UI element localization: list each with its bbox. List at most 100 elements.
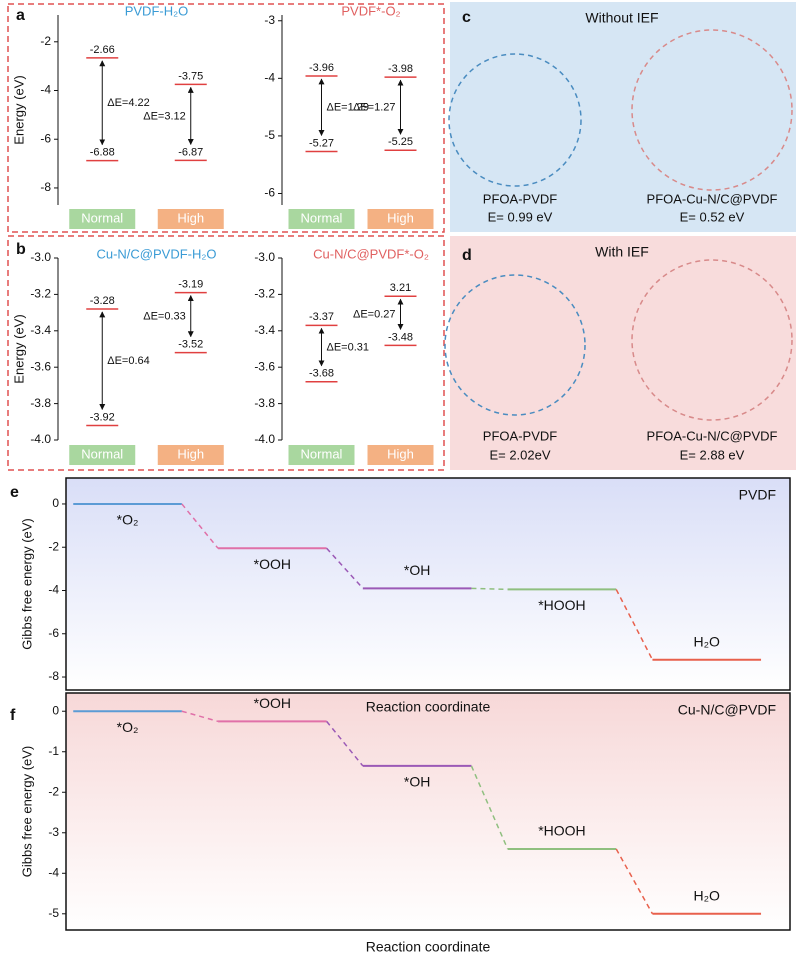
level-label: -3.48 <box>388 331 413 343</box>
category-label: High <box>177 446 204 461</box>
y-tick-label: -2 <box>48 539 59 553</box>
category-box <box>367 445 434 465</box>
category-box <box>367 209 434 229</box>
gap-label: ΔE=4.22 <box>107 97 150 109</box>
step-connector <box>615 848 654 915</box>
y-tick-label: -3.0 <box>254 250 275 264</box>
chart-title: Cu-N/C@PVDF-H₂O <box>96 246 216 261</box>
y-axis-label: Energy (eV) <box>11 314 26 383</box>
panel-letter: d <box>462 247 472 264</box>
panel-letter: b <box>16 241 26 258</box>
panel-bg <box>450 2 796 232</box>
x-axis-label: Reaction coordinate <box>366 699 491 715</box>
structure-energy: E= 0.99 eV <box>488 209 553 224</box>
level-label: -6.88 <box>90 147 115 159</box>
level-label: -5.25 <box>388 136 413 148</box>
level-label: -3.96 <box>309 62 334 74</box>
panel-letter: f <box>10 707 16 724</box>
level-label: -3.28 <box>90 295 115 307</box>
panel-title: With IEF <box>595 244 649 260</box>
category-label: Normal <box>81 210 123 225</box>
structure-name: PFOA-Cu-N/C@PVDF <box>647 191 778 206</box>
y-tick-label: -4 <box>264 71 275 85</box>
x-axis-label: Reaction coordinate <box>366 939 491 955</box>
y-tick-label: 0 <box>52 703 59 717</box>
y-tick-label: -4 <box>48 865 59 879</box>
panel-letter: a <box>16 7 25 24</box>
structure-circle <box>631 29 793 191</box>
gap-label: ΔE=1.27 <box>353 102 396 114</box>
y-tick-label: -5 <box>48 906 59 920</box>
level-label: -3.37 <box>309 311 334 323</box>
y-tick-label: -5 <box>264 128 275 142</box>
step-label: *OH <box>404 562 430 578</box>
step-label: H₂O <box>694 633 721 649</box>
category-label: High <box>387 446 414 461</box>
category-box <box>157 445 224 465</box>
y-tick-label: -2 <box>48 784 59 798</box>
structure-energy: E= 0.52 eV <box>680 209 745 224</box>
panel-box <box>7 3 445 233</box>
step-label: *O₂ <box>117 719 139 735</box>
y-tick-label: -3.6 <box>254 359 275 373</box>
step-label: *OH <box>404 774 430 790</box>
category-label: Normal <box>301 210 343 225</box>
y-tick-label: -3.6 <box>30 359 51 373</box>
step-connector <box>181 710 219 723</box>
panel-bg <box>450 236 796 470</box>
y-axis-label: Gibbs free energy (eV) <box>19 746 34 878</box>
y-tick-label: -8 <box>48 669 59 683</box>
y-axis-label: Gibbs free energy (eV) <box>19 518 34 650</box>
structure-name: PFOA-PVDF <box>483 428 557 443</box>
corner-label: Cu-N/C@PVDF <box>678 702 776 718</box>
step-label: *OOH <box>254 556 291 572</box>
level-label: -3.98 <box>388 63 413 75</box>
structure-circle <box>444 274 586 416</box>
category-box <box>288 445 355 465</box>
category-box <box>69 209 136 229</box>
y-tick-label: -3.2 <box>254 287 275 301</box>
level-label: -3.68 <box>309 368 334 380</box>
step-connector <box>470 765 509 850</box>
y-tick-label: -3.4 <box>254 323 275 337</box>
gap-label: ΔE=0.33 <box>143 311 186 323</box>
level-label: -2.66 <box>90 44 115 56</box>
level-label: -3.52 <box>178 339 203 351</box>
chart-title: Cu-N/C@PVDF*-O₂ <box>313 246 429 261</box>
gap-label: ΔE=0.27 <box>353 309 396 321</box>
structure-energy: E= 2.02eV <box>489 447 550 462</box>
step-label: *OOH <box>254 695 291 711</box>
structure-circle <box>448 53 582 187</box>
chart-title: PVDF*-O₂ <box>341 3 400 18</box>
step-connector <box>471 587 508 591</box>
gap-label: ΔE=0.64 <box>107 355 150 367</box>
y-tick-label: 0 <box>52 496 59 510</box>
structure-name: PFOA-Cu-N/C@PVDF <box>647 428 778 443</box>
y-tick-label: -3 <box>264 13 275 27</box>
panel-bg <box>66 478 790 690</box>
y-tick-label: -3.8 <box>30 396 51 410</box>
gap-label: ΔE=1.29 <box>327 102 370 114</box>
y-tick-label: -3 <box>48 825 59 839</box>
step-label: H₂O <box>694 887 721 903</box>
category-label: Normal <box>301 446 343 461</box>
y-tick-label: -6 <box>264 186 275 200</box>
panel-title: Without IEF <box>585 10 658 26</box>
panel-letter: c <box>462 9 471 26</box>
category-label: High <box>387 210 414 225</box>
structure-circle <box>631 259 793 421</box>
panel-letter: e <box>10 484 19 501</box>
panel-box <box>7 235 445 471</box>
step-connector <box>326 720 364 767</box>
y-tick-label: -3.2 <box>30 287 51 301</box>
step-label: *HOOH <box>538 823 585 839</box>
corner-label: PVDF <box>739 487 776 503</box>
y-tick-label: -6 <box>48 626 59 640</box>
y-tick-label: -4 <box>40 83 51 97</box>
level-label: -3.92 <box>90 411 115 423</box>
plot-frame <box>65 477 791 691</box>
structure-name: PFOA-PVDF <box>483 191 557 206</box>
category-box <box>288 209 355 229</box>
y-tick-label: -4 <box>48 583 59 597</box>
